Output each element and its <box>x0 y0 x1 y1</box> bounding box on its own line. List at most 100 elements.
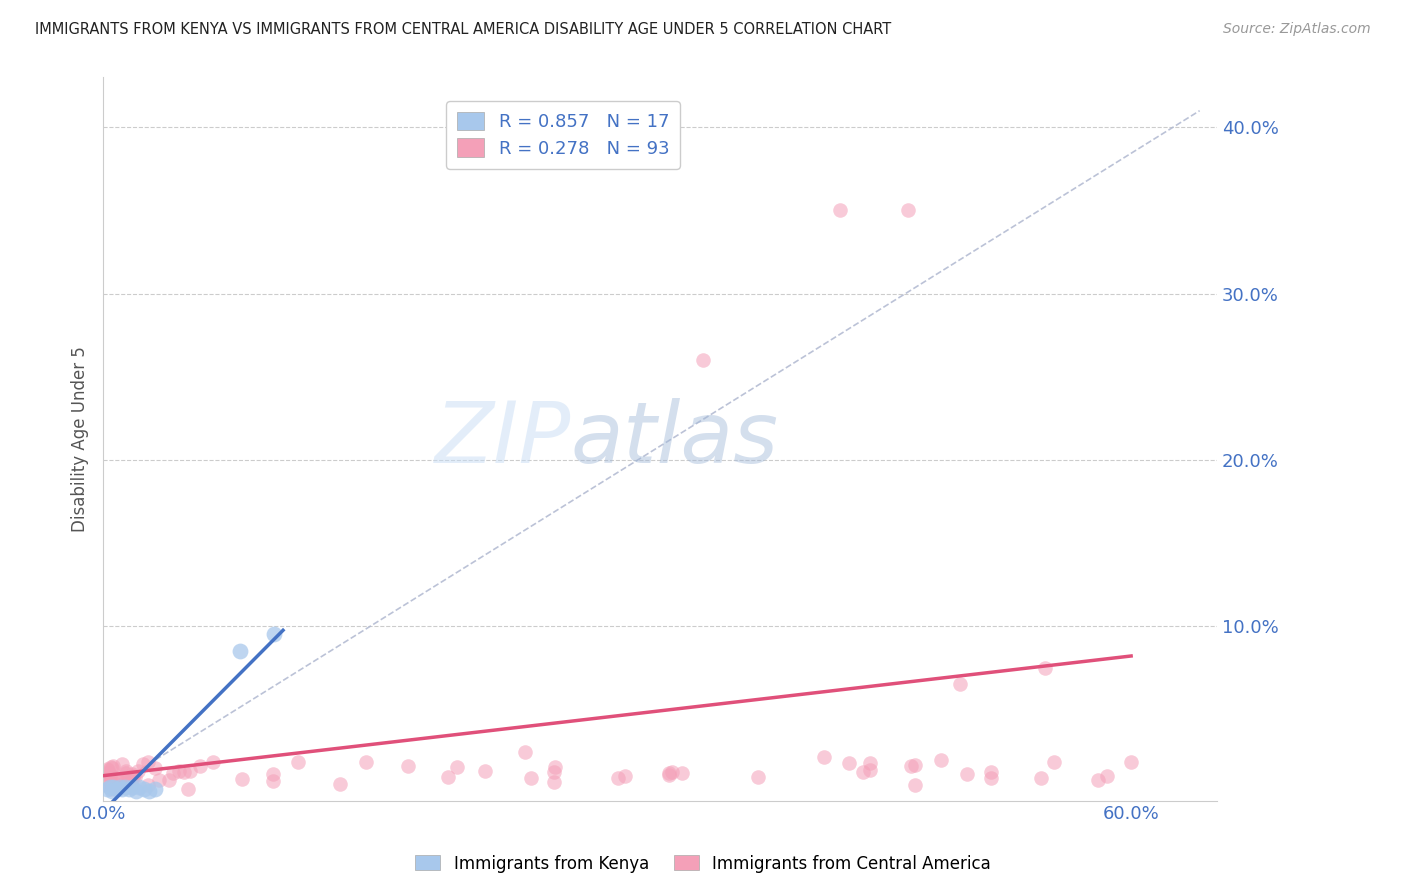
Point <box>143 782 166 797</box>
Point <box>396 759 419 773</box>
Point <box>134 782 156 797</box>
Point <box>287 756 309 770</box>
Point <box>354 755 377 769</box>
Point <box>120 778 142 792</box>
Point <box>828 203 851 218</box>
Point <box>173 764 195 779</box>
Point <box>897 203 920 218</box>
Point <box>543 765 565 780</box>
Point <box>101 771 124 785</box>
Text: IMMIGRANTS FROM KENYA VS IMMIGRANTS FROM CENTRAL AMERICA DISABILITY AGE UNDER 5 : IMMIGRANTS FROM KENYA VS IMMIGRANTS FROM… <box>35 22 891 37</box>
Point <box>94 773 117 788</box>
Legend: Immigrants from Kenya, Immigrants from Central America: Immigrants from Kenya, Immigrants from C… <box>409 848 997 880</box>
Text: Source: ZipAtlas.com: Source: ZipAtlas.com <box>1223 22 1371 37</box>
Point <box>692 353 714 368</box>
Point <box>114 774 136 789</box>
Point <box>98 769 121 783</box>
Point <box>1097 769 1119 783</box>
Point <box>100 783 122 797</box>
Point <box>111 782 134 797</box>
Point <box>1087 773 1109 788</box>
Text: ZIP: ZIP <box>434 398 571 481</box>
Point <box>859 763 882 777</box>
Point <box>100 760 122 774</box>
Point <box>329 777 352 791</box>
Point <box>671 766 693 780</box>
Point <box>94 771 117 785</box>
Point <box>117 770 139 784</box>
Point <box>128 780 150 795</box>
Point <box>111 757 134 772</box>
Point <box>262 774 284 789</box>
Point <box>98 766 121 780</box>
Point <box>114 764 136 778</box>
Point <box>904 758 927 772</box>
Point <box>1031 771 1053 785</box>
Point <box>157 772 180 787</box>
Point <box>262 767 284 781</box>
Point <box>120 771 142 785</box>
Point <box>115 775 138 789</box>
Point <box>122 771 145 785</box>
Point <box>107 771 129 785</box>
Point <box>607 771 630 785</box>
Point <box>118 782 141 797</box>
Point <box>122 769 145 783</box>
Point <box>1035 660 1057 674</box>
Point <box>100 782 122 797</box>
Point <box>956 766 979 780</box>
Point <box>201 755 224 769</box>
Point <box>98 780 121 795</box>
Point <box>543 775 565 789</box>
Point <box>900 759 922 773</box>
Point <box>544 759 567 773</box>
Point <box>1119 755 1142 769</box>
Point <box>98 767 121 781</box>
Point <box>177 781 200 796</box>
Point <box>658 767 681 781</box>
Point <box>103 779 125 793</box>
Point <box>179 764 201 779</box>
Point <box>436 770 458 784</box>
Point <box>658 766 681 780</box>
Legend: R = 0.857   N = 17, R = 0.278   N = 93: R = 0.857 N = 17, R = 0.278 N = 93 <box>446 101 681 169</box>
Point <box>138 783 160 797</box>
Point <box>229 644 252 658</box>
Point <box>980 772 1002 786</box>
Point <box>162 766 184 780</box>
Point <box>263 627 285 641</box>
Point <box>132 756 155 771</box>
Point <box>859 756 882 771</box>
Point <box>838 756 860 770</box>
Point <box>136 755 159 769</box>
Point <box>138 778 160 792</box>
Point <box>103 780 125 795</box>
Point <box>121 766 143 780</box>
Point <box>96 782 118 797</box>
Point <box>513 746 536 760</box>
Point <box>121 780 143 795</box>
Point <box>105 782 128 797</box>
Point <box>148 773 170 788</box>
Point <box>929 753 952 767</box>
Point <box>852 764 875 779</box>
Point <box>124 770 146 784</box>
Point <box>115 765 138 780</box>
Point <box>813 749 835 764</box>
Point <box>904 778 927 792</box>
Point <box>747 770 769 784</box>
Point <box>661 764 683 779</box>
Y-axis label: Disability Age Under 5: Disability Age Under 5 <box>72 346 89 532</box>
Point <box>949 677 972 691</box>
Point <box>107 772 129 787</box>
Point <box>145 761 167 775</box>
Point <box>97 763 120 777</box>
Point <box>1043 755 1066 769</box>
Point <box>980 764 1002 779</box>
Point <box>93 776 115 790</box>
Point <box>105 777 128 791</box>
Point <box>167 764 190 778</box>
Point <box>614 769 637 783</box>
Point <box>474 764 496 778</box>
Point <box>114 780 136 795</box>
